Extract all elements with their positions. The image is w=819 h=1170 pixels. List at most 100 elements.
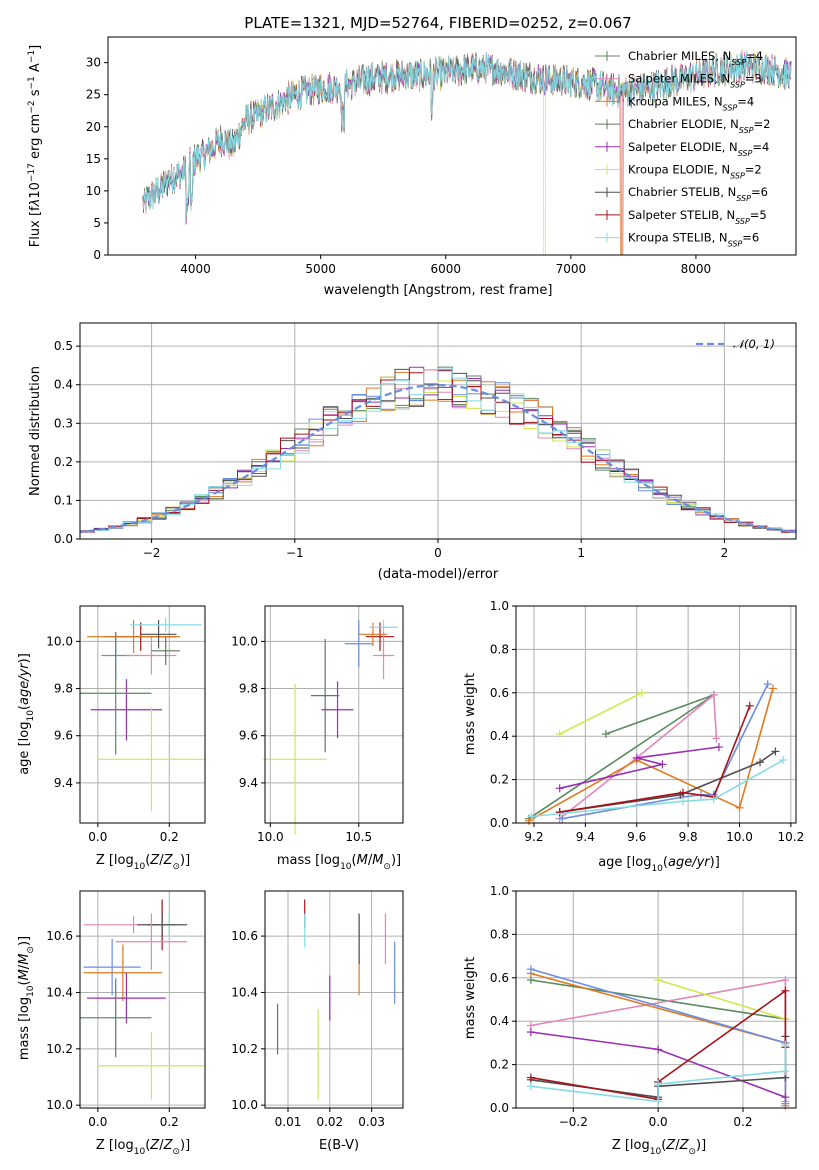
- histogram-frame: [79, 322, 797, 540]
- x-tick-label: 7000: [556, 262, 587, 276]
- age-vs-Z-xlabel: Z [log10(Z/Z⊙)]: [96, 853, 190, 872]
- weight-series-line: [559, 750, 776, 813]
- x-tick-label: 1: [577, 546, 585, 560]
- weight-series-line: [559, 692, 643, 735]
- grid-layer: −2 −1 0 1 2 0.0 0.1 0.2 0.3 0.4 0.5: [54, 323, 796, 560]
- spectrum-legend: Chabrier MILES, NSSP=4 Salpeter MILES, NS…: [595, 49, 770, 248]
- plot-frame: [515, 890, 797, 1109]
- legend-count: =2: [745, 163, 762, 177]
- y-tick-label: 0.4: [490, 1014, 509, 1028]
- weight-vs-Z-ylabel: mass weight: [463, 957, 478, 1039]
- y-tick-label: 10.0: [231, 634, 258, 648]
- legend-subscript: SSP: [730, 80, 745, 89]
- y-tick-label: 30: [86, 56, 101, 70]
- x-tick-label: 9.8: [679, 830, 698, 844]
- legend-label-6: Chabrier STELIB, NSSP=6: [628, 185, 768, 203]
- x-tick-label: 5000: [305, 262, 336, 276]
- y-tick-label: 10.6: [46, 929, 73, 943]
- x-tick-label: 0.01: [275, 1115, 302, 1129]
- x-tick-label: 9.2: [524, 830, 543, 844]
- y-tick-label: 10.2: [46, 1042, 73, 1056]
- grid-layer: 9.2 9.4 9.6 9.8 10.0 10.2 0.0 0.2 0.4 0.6 0.8 1.0: [490, 599, 804, 844]
- x-tick-label: −0.2: [559, 1115, 588, 1129]
- legend-subscript: SSP: [728, 239, 743, 248]
- legend-count: =2: [754, 117, 771, 131]
- y-tick-label: 0.1: [54, 493, 73, 507]
- mass-vs-Z-panel: 0.0 0.2 10.0 10.2 10.4 10.6: [46, 890, 206, 1129]
- y-tick-label: 9.8: [54, 682, 73, 696]
- y-tick-label: 9.8: [239, 682, 258, 696]
- y-tick-label: 0.6: [490, 686, 509, 700]
- grid-layer: −0.2 0.0 0.2 0.0 0.2 0.4 0.6 0.8 1.0: [490, 884, 796, 1129]
- x-tick-label: 0.0: [88, 1115, 107, 1129]
- y-tick-label: 9.6: [54, 729, 73, 743]
- histogram-xlabel: (data-model)/error: [378, 567, 499, 582]
- y-tick-label: 0.5: [54, 339, 73, 353]
- legend-count: =3: [745, 72, 762, 86]
- y-tick-label: 0.4: [54, 378, 73, 392]
- errorbar-layer: [263, 620, 398, 835]
- x-tick-label: −2: [143, 546, 161, 560]
- age-vs-Z-ylabel: age [log10(age/yr)]: [17, 653, 36, 775]
- y-tick-label: 9.6: [239, 729, 258, 743]
- x-tick-label: 8000: [681, 262, 712, 276]
- x-tick-label: 0.2: [160, 1115, 179, 1129]
- weight-vs-Z-panel: −0.2 0.0 0.2 0.0 0.2 0.4 0.6 0.8 1.0: [490, 884, 797, 1129]
- grid-layer: 0.01 0.02 0.03 10.0 10.2 10.4 10.6: [231, 891, 403, 1129]
- y-tick-label: 1.0: [490, 884, 509, 898]
- spectrum-axes: 4000 5000 6000 7000 8000 0 5 10 15 20 25 30: [86, 56, 711, 276]
- legend-count: =4: [752, 140, 769, 154]
- weight-vs-age-xlabel: age [log10(age/yr)]: [598, 855, 720, 874]
- spectrum-ylabel: Flux [fλ10−17 erg cm−2 s−1 A−1]: [27, 45, 43, 247]
- y-tick-label: 20: [86, 120, 101, 134]
- plot-frame: [264, 890, 404, 1109]
- y-tick-label: 0.2: [54, 455, 73, 469]
- y-tick-label: 0.4: [490, 729, 509, 743]
- legend-label-5: Kroupa ELODIE, NSSP=2: [628, 163, 762, 181]
- weight-vs-Z-xlabel: Z [log10(Z/Z⊙)]: [612, 1138, 706, 1157]
- y-tick-label: 10.2: [231, 1042, 258, 1056]
- age-vs-Z-panel: 0.0 0.2 9.4 9.6 9.8 10.0: [46, 605, 206, 844]
- weight-series-line: [531, 759, 784, 818]
- legend-label-8: Kroupa STELIB, NSSP=6: [628, 231, 759, 249]
- mass-vs-ebv-xlabel: E(B-V): [319, 1138, 359, 1153]
- y-tick-label: 15: [86, 152, 101, 166]
- age-vs-mass-panel: 10.0 10.5 9.4 9.6 9.8 10.0: [231, 605, 404, 844]
- mass-vs-ebv-panel: 0.01 0.02 0.03 10.0 10.2 10.4 10.6: [231, 890, 404, 1129]
- weight-series-line: [528, 694, 715, 820]
- y-tick-label: 0.8: [490, 642, 509, 656]
- weight-vs-age-ylabel: mass weight: [463, 673, 478, 755]
- legend-subscript: SSP: [723, 103, 738, 112]
- legend-label-0: Chabrier MILES, NSSP=4: [628, 49, 763, 67]
- mass-vs-Z-xlabel: Z [log10(Z/Z⊙)]: [96, 1138, 190, 1157]
- x-tick-label: 0.0: [88, 830, 107, 844]
- grid-layer: 0.0 0.2 10.0 10.2 10.4 10.6: [46, 891, 205, 1129]
- residual-histogram-panel: −2 −1 0 1 2 0.0 0.1 0.2 0.3 0.4 0.5 𝒩(0, 1) (data-…: [28, 322, 797, 582]
- x-tick-label: 6000: [430, 262, 461, 276]
- x-tick-label: 10.2: [778, 830, 805, 844]
- legend-subscript: SSP: [739, 126, 754, 135]
- x-tick-label: 9.6: [627, 830, 646, 844]
- legend-subscript: SSP: [735, 216, 750, 225]
- legend-subscript: SSP: [738, 148, 753, 157]
- weight-series-line: [559, 746, 720, 790]
- plot-frame: [79, 890, 206, 1109]
- x-tick-label: 10.0: [257, 830, 284, 844]
- grid-layer: 10.0 10.5 9.4 9.6 9.8 10.0: [231, 606, 403, 844]
- y-tick-label: 25: [86, 88, 101, 102]
- normal-curve: [80, 383, 796, 534]
- normal-legend-label: 𝒩(0, 1): [733, 337, 775, 351]
- spectrum-frame: [107, 36, 797, 256]
- errorbar-layer: [80, 899, 205, 1100]
- x-tick-label: 0.03: [358, 1115, 385, 1129]
- legend-count: =5: [750, 208, 767, 222]
- legend-label-1: Salpeter MILES, NSSP=3: [628, 72, 762, 90]
- mass-vs-Z-ylabel: mass [log10(M/M⊙)]: [17, 936, 36, 1060]
- x-tick-label: 0.02: [316, 1115, 343, 1129]
- x-tick-label: 9.4: [576, 830, 595, 844]
- legend-label-3: Chabrier ELODIE, NSSP=2: [628, 117, 770, 135]
- y-tick-label: 9.4: [239, 776, 258, 790]
- spectrum-panel: 4000 5000 6000 7000 8000 0 5 10 15 20 25 30 Chabrie…: [27, 36, 797, 298]
- y-tick-label: 1.0: [490, 599, 509, 613]
